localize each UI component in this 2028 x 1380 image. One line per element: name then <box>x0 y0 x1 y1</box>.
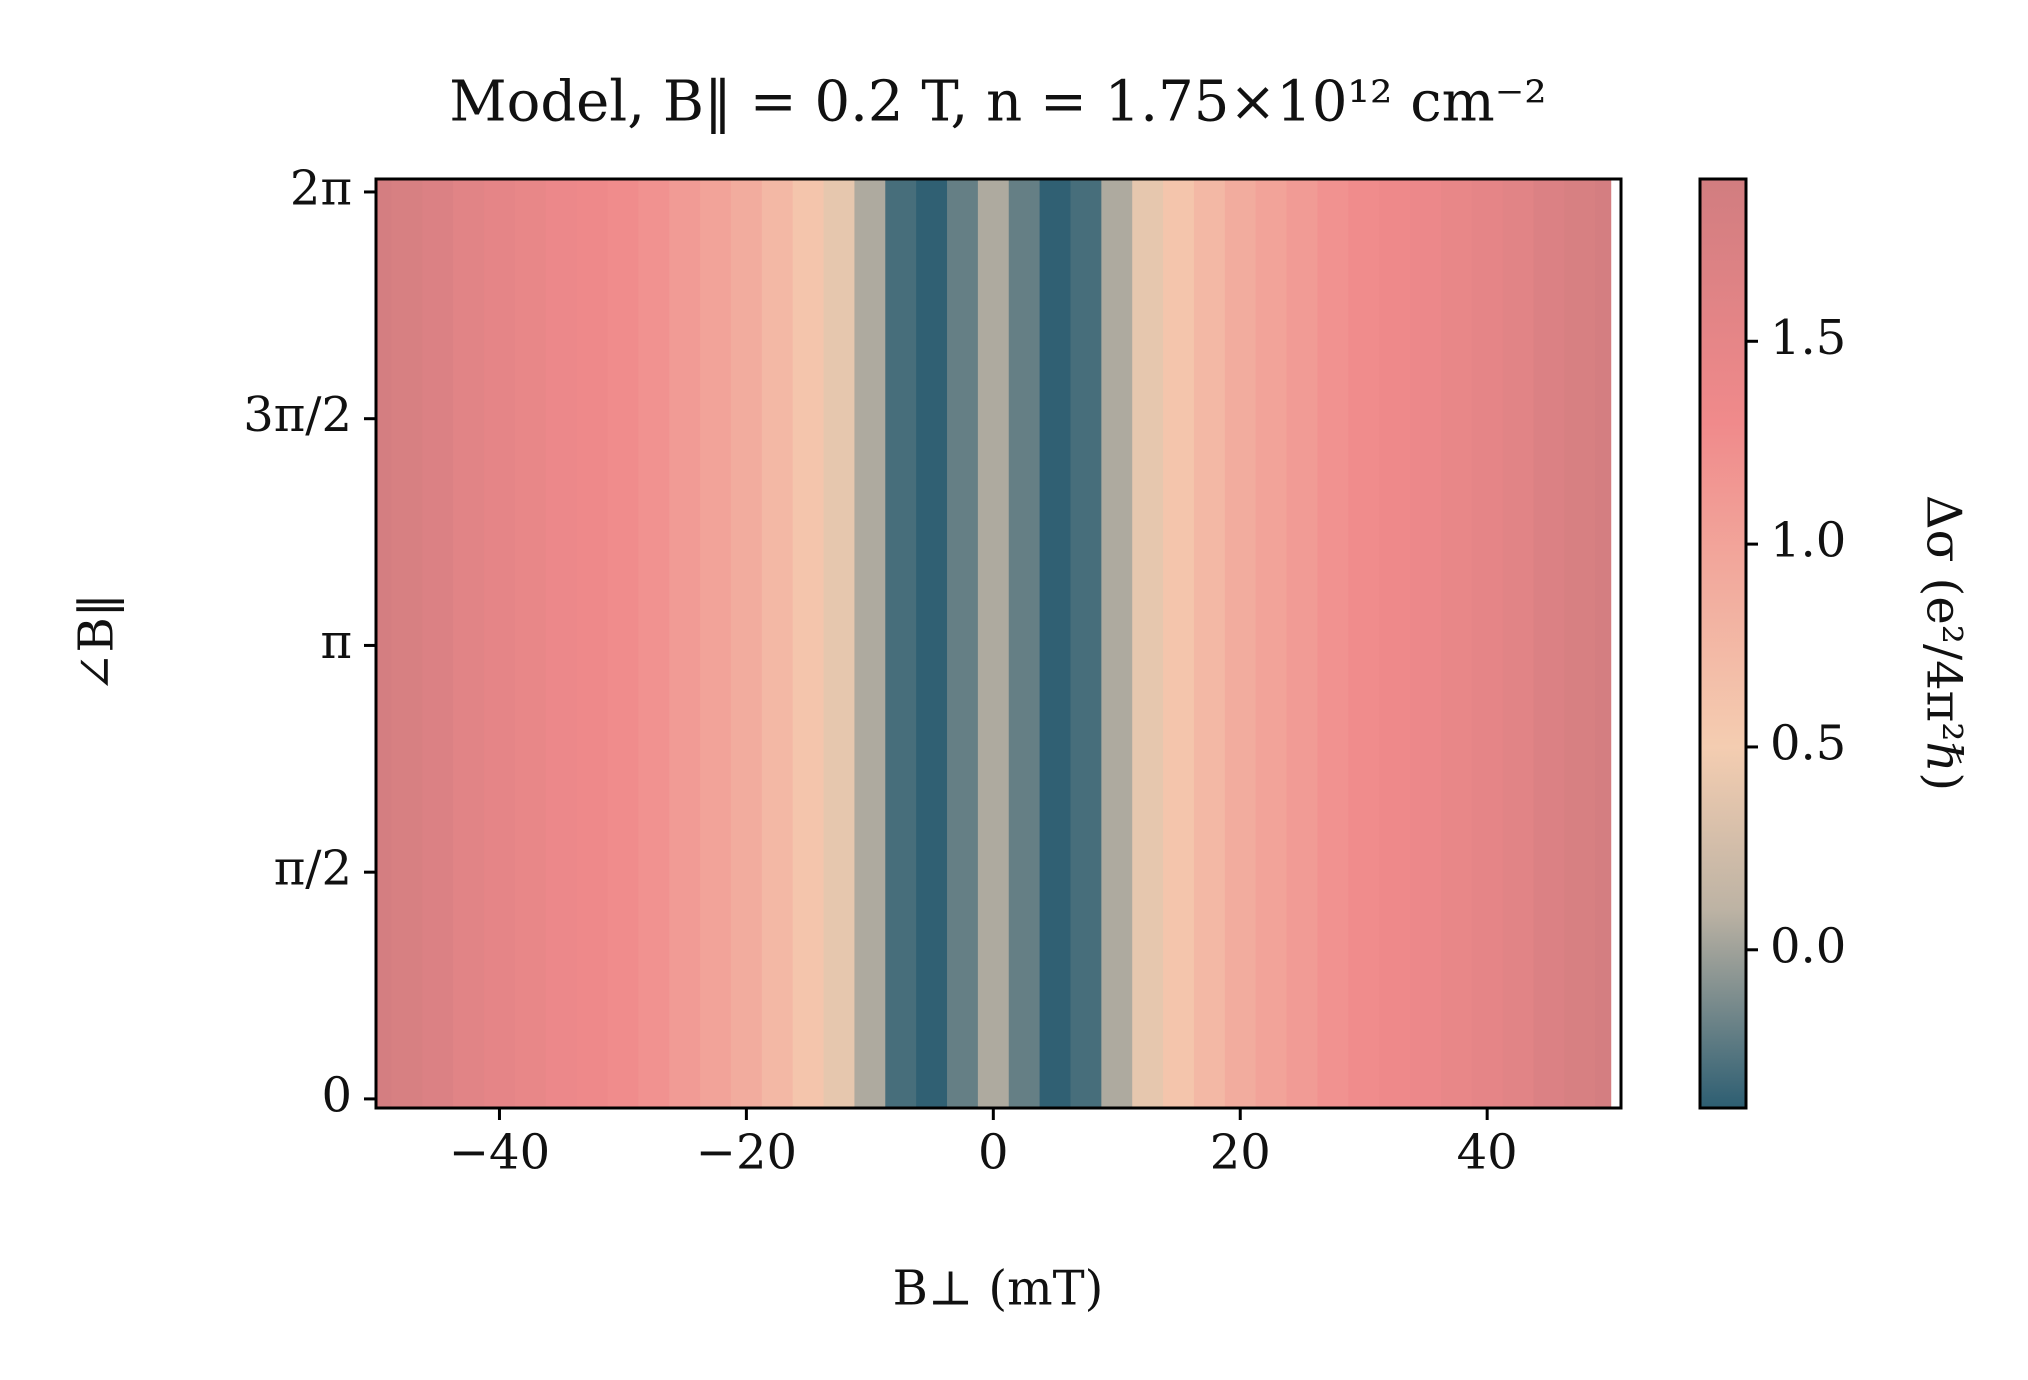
heatmap-cell <box>514 179 547 1108</box>
heatmap-cell <box>1070 179 1102 1108</box>
heatmap-cell <box>422 179 454 1108</box>
heatmap-cell <box>761 179 794 1108</box>
heatmap-cell <box>1163 179 1195 1108</box>
heatmap-cell <box>1101 179 1133 1108</box>
heatmap-cell <box>453 179 485 1108</box>
heatmap-cell <box>1595 179 1612 1108</box>
x-tick-label: 40 <box>1457 1125 1518 1181</box>
heatmap-cell <box>638 179 670 1108</box>
heatmap-cell <box>391 179 423 1108</box>
colorbar-tick-label: 1.0 <box>1770 513 1846 569</box>
heatmap-cell <box>1564 179 1596 1108</box>
heatmap-cell <box>1502 179 1535 1108</box>
plot-frame <box>374 177 1623 1110</box>
colorbar-tick-label: 0.5 <box>1770 715 1846 771</box>
heatmap-cell <box>823 179 856 1108</box>
x-tick-label: 20 <box>1210 1125 1271 1181</box>
heatmap-cell <box>885 179 917 1108</box>
colorbar-tick-label: 1.5 <box>1770 310 1846 366</box>
heatmap-cell <box>1193 179 1226 1108</box>
heatmap-cell <box>947 179 979 1108</box>
y-tick-label: π/2 <box>274 841 352 897</box>
heatmap-cell <box>792 179 825 1108</box>
x-axis-label: B⊥ (mT) <box>893 1261 1104 1317</box>
colorbar-tick-label: 0.0 <box>1770 918 1846 974</box>
y-tick-label: 3π/2 <box>243 387 352 443</box>
heatmap-cell <box>1440 179 1473 1108</box>
y-tick-label: π <box>320 614 352 670</box>
heatmap-cell <box>1039 179 1072 1108</box>
heatmap-cell <box>854 179 886 1108</box>
heatmap-cell <box>700 179 732 1108</box>
heatmap-cell <box>376 179 393 1108</box>
colorbar <box>1698 177 1748 1110</box>
heatmap-cell <box>730 179 763 1108</box>
heatmap-cell <box>1224 179 1257 1108</box>
y-axis-label: ∠B‖ <box>69 593 125 693</box>
heatmap-cell <box>545 179 578 1108</box>
heatmap-cell <box>1348 179 1380 1108</box>
heatmap-cell <box>977 179 1010 1108</box>
heatmap-cell <box>1132 179 1164 1108</box>
heatmap-cell <box>1255 179 1288 1108</box>
heatmap-cell <box>916 179 948 1108</box>
heatmap-cell <box>1533 179 1565 1108</box>
heatmap-cell <box>1471 179 1504 1108</box>
colorbar-label: Δσ (e²/4π²ℏ) <box>1916 495 1972 791</box>
heatmap-cell <box>1317 179 1349 1108</box>
heatmap-cell <box>1008 179 1041 1108</box>
x-tick-label: −20 <box>696 1125 797 1181</box>
heatmap-cell <box>669 179 701 1108</box>
heatmap-cell <box>1286 179 1319 1108</box>
heatmap-cell <box>576 179 609 1108</box>
x-tick-label: 0 <box>978 1125 1009 1181</box>
heatmap-cell <box>607 179 639 1108</box>
chart-title: Model, B‖ = 0.2 T, n = 1.75×10¹² cm⁻² <box>449 70 1546 135</box>
y-tick-label: 2π <box>290 160 352 216</box>
heatmap-cell <box>1410 179 1442 1108</box>
y-tick-label: 0 <box>321 1067 352 1123</box>
heatmap-cell <box>1379 179 1411 1108</box>
x-tick-label: −40 <box>449 1125 550 1181</box>
heatmap-cell <box>484 179 516 1108</box>
